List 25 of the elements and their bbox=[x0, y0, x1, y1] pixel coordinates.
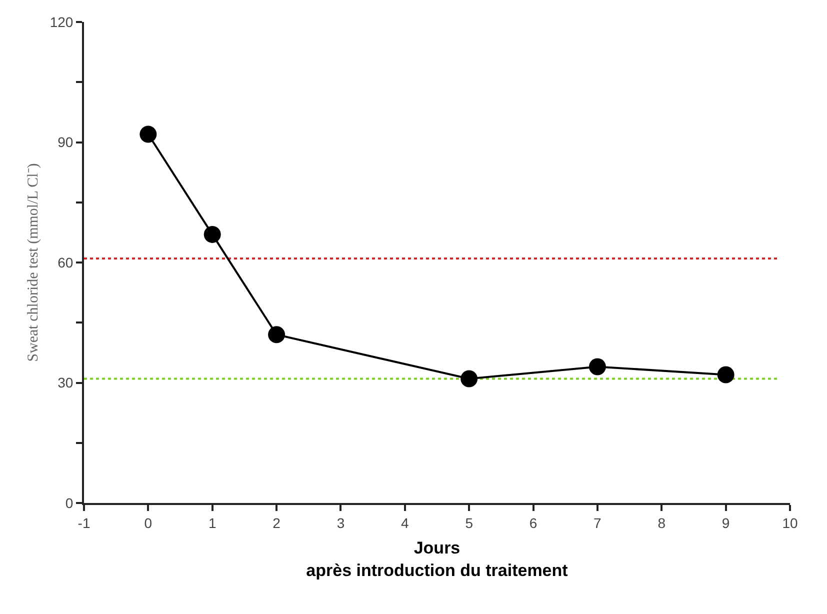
x-tick-label: 5 bbox=[465, 514, 474, 531]
point bbox=[268, 326, 286, 344]
x-tick-label: 4 bbox=[401, 514, 410, 531]
x-axis-title: Jours après introduction du traitement bbox=[306, 538, 568, 580]
point bbox=[204, 226, 221, 243]
y-tick-label: 60 bbox=[58, 254, 74, 270]
x-tick-label: 9 bbox=[722, 514, 730, 531]
x-tick-label: -1 bbox=[78, 514, 90, 531]
x-tick-label: 10 bbox=[782, 514, 798, 531]
point bbox=[717, 366, 734, 384]
y-tick-label: 30 bbox=[58, 374, 74, 391]
x-tick-label: 7 bbox=[594, 514, 602, 531]
x-tick-label: 2 bbox=[272, 514, 281, 531]
y-tick-label: 0 bbox=[65, 494, 74, 511]
point bbox=[588, 358, 606, 376]
y-tick-label: 90 bbox=[58, 134, 74, 150]
x-tick-label: 6 bbox=[529, 514, 538, 531]
point bbox=[140, 126, 157, 143]
x-tick-label: 8 bbox=[658, 514, 666, 531]
point bbox=[460, 370, 478, 388]
y-axis-title: Sweat chloride test (mmol/L Cl⁻) bbox=[26, 163, 42, 362]
x-tick-label: 3 bbox=[336, 514, 345, 531]
x-tick-label: 0 bbox=[144, 514, 152, 531]
x-tick-label: 1 bbox=[208, 514, 216, 531]
y-tick-label: 120 bbox=[50, 14, 74, 30]
